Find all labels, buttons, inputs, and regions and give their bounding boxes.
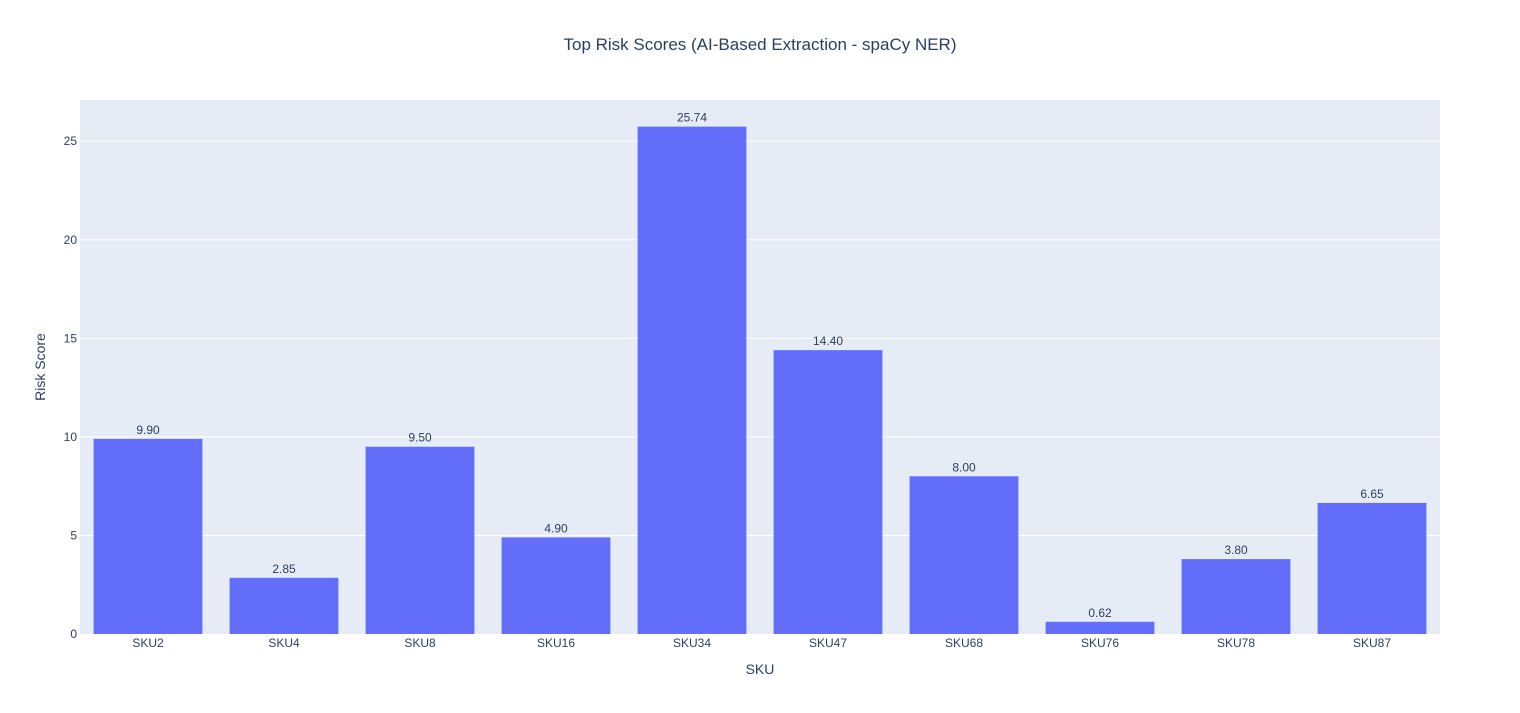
data-labels: 9.90 2.85 9.50 4.90 25.74 14.40 8.00 0.62 3.80 6.… [136, 111, 1384, 620]
y-axis-title: Risk Score [32, 333, 48, 401]
x-axis-ticks: SKU2 SKU4 SKU8 SKU16 SKU34 SKU47 SKU68 SKU76 SKU… [132, 636, 1391, 650]
bar-sku4 [229, 577, 339, 634]
data-label-sku8: 9.50 [408, 431, 432, 445]
x-tick-label-sku47: SKU47 [809, 636, 847, 650]
x-axis-title: SKU [746, 661, 775, 677]
x-tick-label-sku4: SKU4 [268, 636, 300, 650]
bar-sku78 [1181, 559, 1291, 634]
bar-sku8 [365, 446, 475, 634]
x-tick-label-sku2: SKU2 [132, 636, 164, 650]
data-label-sku2: 9.90 [136, 423, 160, 437]
plot-area [80, 100, 1440, 634]
y-tick-label: 10 [64, 430, 78, 444]
x-tick-label-sku34: SKU34 [673, 636, 711, 650]
bar-sku47 [773, 350, 883, 634]
x-tick-label-sku16: SKU16 [537, 636, 575, 650]
y-tick-label: 15 [64, 331, 78, 345]
bar-sku16 [501, 537, 611, 634]
data-label-sku68: 8.00 [952, 460, 976, 474]
data-label-sku4: 2.85 [272, 562, 296, 576]
y-tick-label: 25 [64, 134, 78, 148]
data-label-sku16: 4.90 [544, 521, 568, 535]
x-tick-label-sku78: SKU78 [1217, 636, 1255, 650]
bar-sku76 [1045, 621, 1155, 634]
y-tick-label: 20 [64, 233, 78, 247]
data-label-sku76: 0.62 [1088, 606, 1112, 620]
chart-title: Top Risk Scores (AI-Based Extraction - s… [563, 35, 956, 54]
y-tick-label: 5 [70, 528, 77, 542]
gridlines [80, 140, 1440, 536]
data-label-sku47: 14.40 [813, 334, 843, 348]
y-axis-ticks: 0 5 10 15 20 25 [64, 134, 78, 641]
x-tick-label-sku76: SKU76 [1081, 636, 1119, 650]
x-tick-label-sku8: SKU8 [404, 636, 436, 650]
data-label-sku34: 25.74 [677, 111, 707, 125]
y-tick-label: 0 [70, 627, 77, 641]
data-label-sku87: 6.65 [1360, 487, 1384, 501]
bar-sku34 [637, 126, 747, 634]
x-tick-label-sku68: SKU68 [945, 636, 983, 650]
bar-sku87 [1317, 502, 1427, 634]
x-tick-label-sku87: SKU87 [1353, 636, 1391, 650]
bars [93, 126, 1427, 634]
bar-sku2 [93, 438, 203, 634]
data-label-sku78: 3.80 [1224, 543, 1248, 557]
bar-sku68 [909, 476, 1019, 634]
